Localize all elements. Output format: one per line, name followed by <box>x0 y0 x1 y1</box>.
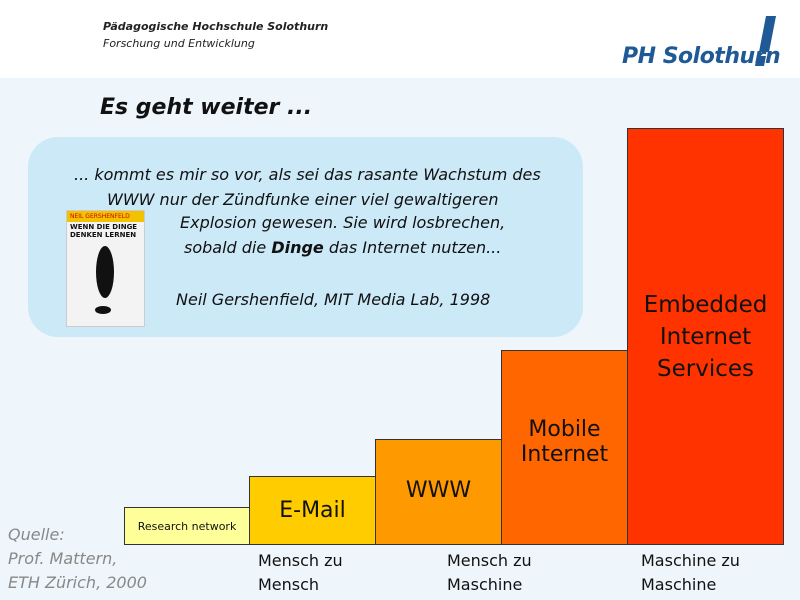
quote-bold: Dinge <box>271 238 324 257</box>
quote-line: WWW nur der Zündfunke einer viel gewalti… <box>107 190 499 209</box>
quote-line: sobald die Dinge das Internet nutzen... <box>184 238 501 257</box>
step-box: WWW <box>375 439 502 545</box>
source-line: Prof. Mattern, <box>8 549 118 568</box>
quote-text: das Internet nutzen... <box>323 238 502 257</box>
phase-line: Mensch zu <box>447 551 532 570</box>
phase-label: Maschine zu Maschine <box>641 549 740 597</box>
book-author: NEIL GERSHENFELD <box>67 211 144 222</box>
header-band <box>0 0 800 78</box>
phase-label: Mensch zu Maschine <box>447 549 532 597</box>
quote-line: ... kommt es mir so vor, als sei das ras… <box>74 165 541 184</box>
phase-line: Mensch zu <box>258 551 343 570</box>
quote-line: Explosion gewesen. Sie wird losbrechen, <box>180 213 506 232</box>
department: Forschung und Entwicklung <box>103 37 255 50</box>
source-line: Quelle: <box>8 525 65 544</box>
book-cover: NEIL GERSHENFELD WENN DIE DINGE DENKEN L… <box>66 210 145 327</box>
phase-label: Mensch zu Mensch <box>258 549 343 597</box>
phase-line: Maschine <box>641 575 717 594</box>
step-box: Embedded Internet Services <box>627 128 784 545</box>
source: Quelle: Prof. Mattern, ETH Zürich, 2000 <box>8 523 147 595</box>
slide-title: Es geht weiter ... <box>100 95 313 120</box>
source-line: ETH Zürich, 2000 <box>8 573 147 592</box>
step-box: E-Mail <box>249 476 376 545</box>
logo-mark <box>755 16 776 66</box>
book-image <box>95 246 114 314</box>
logo: PH Solothurn <box>622 44 781 69</box>
phase-line: Mensch <box>258 575 320 594</box>
quote-text: sobald die <box>184 238 272 257</box>
step-box: Mobile Internet <box>501 350 628 545</box>
phase-line: Maschine zu <box>641 551 740 570</box>
book-title: WENN DIE DINGE DENKEN LERNEN <box>70 223 138 239</box>
quote-attribution: Neil Gershenfield, MIT Media Lab, 1998 <box>176 290 491 309</box>
phase-line: Maschine <box>447 575 523 594</box>
institution: Pädagogische Hochschule Solothurn <box>103 20 329 33</box>
